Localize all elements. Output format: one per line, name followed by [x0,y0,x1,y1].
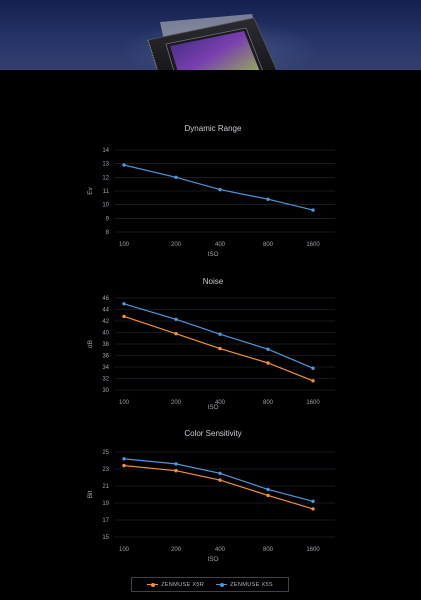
dynamic-range-ytick-label: 9 [106,216,110,222]
noise-ytick-label: 30 [102,388,109,394]
dynamic-range-ytick-label: 11 [103,189,110,195]
dynamic-range-title: Dynamic Range [185,124,242,133]
dynamic-range-data-point-zenmuse-x5s [174,175,178,179]
dynamic-range-ylabel: Ev [87,186,94,194]
dynamic-range-xtick-label: 400 [215,242,226,248]
color-sensitivity-data-point-zenmuse-x5r [174,469,178,473]
color-sensitivity-ytick-label: 17 [102,518,109,524]
noise-series-line-zenmuse-x5s [123,303,314,369]
color-sensitivity-ytick-label: 23 [102,467,109,473]
dynamic-range-ytick-label: 8 [106,230,110,236]
noise-data-point-zenmuse-x5r [218,346,222,351]
color-sensitivity-data-point-zenmuse-x5r [122,463,126,468]
noise-ytick-label: 36 [102,354,109,360]
noise-ytick-label: 32 [102,377,109,383]
legend-swatch-x5s [216,582,228,587]
noise-ytick-label: 34 [102,365,109,371]
noise-xtick-label: 1600 [306,400,320,406]
legend-label-x5s: ZENMUSE X5S [230,581,273,588]
legend-item-x5s: ZENMUSE X5S [216,582,273,588]
noise-title: Noise [203,277,224,286]
chart-legend: ZENMUSE X5R ZENMUSE X5S [131,577,289,592]
dynamic-range-data-point-zenmuse-x5s [218,187,222,192]
color-sensitivity-xtick-label: 200 [171,547,182,553]
dynamic-range-xtick-label: 100 [119,242,130,248]
dynamic-range-ytick-label: 13 [102,162,109,168]
color-sensitivity-data-point-zenmuse-x5s [266,487,270,492]
dynamic-range-ytick-label: 12 [102,175,109,181]
color-sensitivity-xtick-label: 1600 [306,547,320,553]
noise-ylabel: dB [87,340,94,348]
color-sensitivity-ytick-label: 19 [102,501,109,507]
color-sensitivity-xtick-label: 400 [215,547,226,553]
noise-ytick-label: 40 [102,331,109,337]
noise-xtick-label: 800 [263,400,274,406]
dynamic-range-xlabel: ISO [207,251,218,258]
color-sensitivity-data-point-zenmuse-x5s [174,462,178,466]
color-sensitivity-data-point-zenmuse-x5s [218,471,222,475]
color-sensitivity-data-point-zenmuse-x5s [122,457,126,461]
dynamic-range-ytick-label: 10 [102,203,109,209]
noise-ytick-label: 44 [102,308,109,314]
color-sensitivity-xtick-label: 100 [119,547,130,553]
noise-ytick-label: 38 [102,342,109,348]
header-banner [0,0,421,70]
noise-data-point-zenmuse-x5s [174,317,178,321]
dynamic-range-xtick-label: 1600 [306,242,320,248]
color-sensitivity-series-line-zenmuse-x5r [123,465,314,510]
dynamic-range-ytick-label: 14 [102,148,109,154]
legend-label-x5r: ZENMUSE X5R [161,581,205,588]
dynamic-range-xtick-label: 200 [171,242,182,248]
color-sensitivity-data-point-zenmuse-x5s [311,499,315,503]
noise-data-point-zenmuse-x5r [266,361,270,365]
color-sensitivity-xtick-label: 800 [263,547,274,553]
camera-sensor-chip-icon [147,14,277,70]
dynamic-range-data-point-zenmuse-x5s [122,163,126,167]
noise-data-point-zenmuse-x5s [311,366,315,370]
dynamic-range-data-point-zenmuse-x5s [311,208,315,212]
color-sensitivity-data-point-zenmuse-x5r [266,493,270,498]
color-sensitivity-ytick-label: 15 [102,535,109,541]
noise-data-point-zenmuse-x5s [266,347,270,351]
color-sensitivity-ytick-label: 21 [102,484,109,490]
color-sensitivity-xlabel: ISO [207,556,218,563]
color-sensitivity-data-point-zenmuse-x5r [311,507,315,511]
color-sensitivity-ylabel: Bit [87,491,94,499]
noise-xtick-label: 400 [215,400,226,406]
noise-data-point-zenmuse-x5s [218,332,222,336]
noise-data-point-zenmuse-x5r [122,314,126,319]
legend-swatch-x5r [147,582,159,587]
noise-data-point-zenmuse-x5r [174,332,178,336]
noise-xtick-label: 200 [171,400,182,406]
noise-ytick-label: 46 [102,296,109,302]
noise-xlabel: ISO [207,404,218,411]
dynamic-range-data-point-zenmuse-x5s [266,197,270,201]
color-sensitivity-ytick-label: 25 [102,450,109,456]
noise-data-point-zenmuse-x5s [122,302,126,306]
noise-ytick-label: 42 [102,319,109,325]
dynamic-range-series-line-zenmuse-x5s [123,164,314,211]
charts-area: Dynamic Range 8 9 10 11 12 13 14 Ev 100 200 400 800 1… [87,124,335,563]
color-sensitivity-data-point-zenmuse-x5r [218,478,222,482]
color-sensitivity-title: Color Sensitivity [184,429,241,438]
noise-data-point-zenmuse-x5r [311,379,315,383]
legend-item-x5r: ZENMUSE X5R [147,582,204,588]
noise-xtick-label: 100 [119,400,130,406]
dynamic-range-xtick-label: 800 [263,242,274,248]
